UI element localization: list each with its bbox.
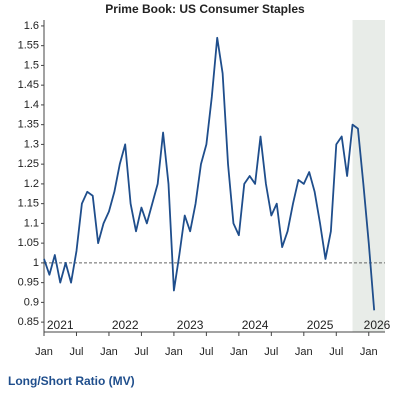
x-tick-label: Jan: [360, 346, 378, 358]
y-tick-label: 0.95: [18, 277, 39, 289]
x-tick-label: Jul: [134, 346, 148, 358]
x-tick-label: Jan: [100, 346, 118, 358]
y-tick-label: 1.35: [18, 119, 39, 131]
y-tick-label: 1.45: [18, 79, 39, 91]
y-tick-label: 1.5: [24, 59, 39, 71]
year-label: 2021: [47, 318, 74, 332]
y-tick-label: 1: [33, 257, 39, 269]
year-label: 2023: [177, 318, 204, 332]
y-tick-label: 1.4: [24, 99, 39, 111]
x-tick-label: Jul: [69, 346, 83, 358]
data-line: [43, 36, 376, 311]
y-tick-label: 1.1: [24, 217, 39, 229]
x-tick-label: Jan: [295, 346, 313, 358]
y-tick-label: 1.3: [24, 138, 39, 150]
year-label: 2022: [112, 318, 139, 332]
x-tick-label: Jan: [230, 346, 248, 358]
chart-title: Prime Book: US Consumer Staples: [105, 2, 305, 16]
y-tick-label: 1.55: [18, 40, 39, 52]
y-tick-label: 1.05: [18, 237, 39, 249]
x-tick-label: Jul: [264, 346, 278, 358]
x-tick-label: Jul: [199, 346, 213, 358]
y-tick-label: 1.25: [18, 158, 39, 170]
y-tick-label: 0.85: [18, 316, 39, 328]
footer-label: Long/Short Ratio (MV): [8, 374, 135, 388]
y-tick-label: 1.2: [24, 178, 39, 190]
year-label: 2024: [242, 318, 269, 332]
x-tick-label: Jan: [35, 346, 53, 358]
x-tick-label: Jul: [329, 346, 343, 358]
year-label: 2025: [307, 318, 334, 332]
year-label: 2026: [364, 318, 391, 332]
y-tick-label: 0.9: [24, 296, 39, 308]
y-tick-label: 1.6: [24, 20, 39, 32]
shaded-region: [352, 20, 385, 332]
y-tick-label: 1.15: [18, 198, 39, 210]
x-tick-label: Jan: [165, 346, 183, 358]
